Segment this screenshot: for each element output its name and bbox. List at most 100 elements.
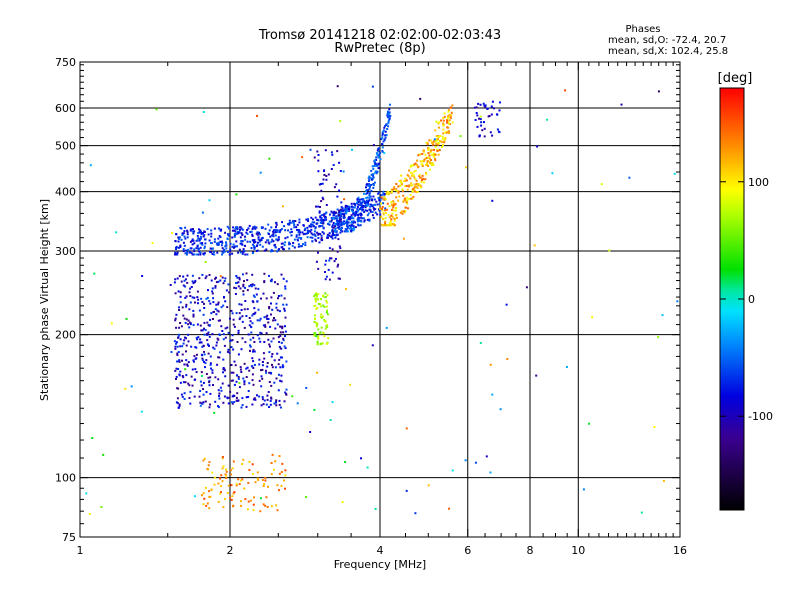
- data-point: [491, 393, 494, 396]
- data-point: [277, 236, 280, 239]
- data-point: [416, 186, 419, 189]
- data-point: [220, 244, 223, 247]
- data-point: [434, 157, 436, 160]
- data-point: [254, 241, 257, 243]
- data-point: [185, 359, 188, 362]
- data-point: [404, 206, 407, 209]
- data-point: [280, 294, 283, 297]
- data-point: [212, 346, 215, 349]
- data-point: [317, 170, 320, 173]
- data-point: [387, 121, 390, 124]
- data-point: [209, 318, 212, 321]
- data-point: [278, 455, 281, 458]
- data-point: [337, 226, 340, 229]
- data-point: [320, 326, 323, 329]
- data-point: [186, 231, 189, 234]
- data-point: [427, 147, 430, 150]
- data-point: [215, 313, 218, 316]
- data-point: [243, 380, 246, 383]
- data-point: [204, 486, 207, 489]
- data-point: [211, 290, 214, 293]
- data-point: [298, 218, 301, 221]
- data-point: [393, 186, 396, 189]
- colorbar-tick-label: -100: [748, 410, 773, 423]
- data-point: [356, 201, 358, 204]
- x-axis-ticks: 1 2 4 6 8 10 16: [77, 62, 687, 557]
- data-point: [442, 128, 445, 131]
- data-point: [332, 232, 334, 235]
- data-point: [449, 106, 452, 109]
- data-point: [232, 348, 235, 351]
- data-point: [252, 398, 255, 401]
- data-point: [247, 390, 250, 392]
- data-point: [235, 287, 238, 290]
- data-point: [448, 119, 451, 122]
- data-point: [326, 342, 329, 345]
- data-point: [199, 229, 202, 232]
- data-point: [252, 360, 255, 363]
- data-point: [275, 223, 278, 226]
- data-point: [285, 280, 288, 283]
- data-point: [250, 325, 253, 328]
- data-point: [221, 457, 224, 460]
- data-point: [360, 204, 363, 207]
- data-point: [183, 317, 186, 320]
- data-point: [309, 230, 312, 233]
- data-point: [274, 246, 277, 249]
- data-point: [258, 395, 261, 398]
- data-point: [337, 277, 340, 280]
- data-point: [476, 125, 479, 128]
- data-point: [275, 221, 278, 224]
- data-point: [340, 206, 343, 209]
- data-point: [329, 220, 332, 223]
- data-point: [314, 314, 316, 317]
- data-point: [227, 233, 230, 236]
- data-point: [391, 188, 394, 191]
- data-point: [434, 153, 437, 156]
- data-point: [230, 339, 233, 342]
- data-point: [275, 238, 278, 241]
- data-point: [414, 162, 417, 165]
- data-point: [220, 485, 222, 488]
- data-point: [249, 320, 252, 323]
- data-point: [344, 208, 347, 211]
- data-point: [243, 308, 246, 311]
- data-point: [250, 331, 253, 334]
- data-point: [140, 410, 143, 413]
- data-point: [346, 230, 349, 233]
- data-point: [175, 313, 178, 316]
- data-point: [249, 338, 252, 341]
- data-point: [474, 119, 477, 121]
- data-point: [317, 205, 320, 208]
- data-point: [242, 458, 245, 461]
- data-point: [193, 296, 196, 299]
- data-point: [244, 286, 246, 289]
- data-point: [175, 342, 177, 345]
- data-point: [254, 227, 257, 230]
- y-tick-label: 100: [55, 472, 76, 485]
- data-point: [223, 296, 225, 298]
- data-point: [340, 229, 342, 232]
- data-point: [263, 280, 266, 283]
- data-point: [442, 117, 445, 120]
- data-point: [306, 226, 309, 229]
- data-point: [354, 221, 357, 224]
- data-point: [338, 245, 341, 248]
- data-point: [276, 283, 279, 286]
- data-point: [280, 471, 283, 473]
- data-point: [259, 340, 262, 343]
- data-point: [311, 236, 314, 239]
- data-point: [278, 489, 280, 492]
- data-point: [283, 479, 285, 482]
- data-point: [349, 218, 352, 221]
- data-point: [93, 272, 96, 275]
- data-point: [251, 273, 254, 276]
- data-point: [175, 375, 178, 378]
- data-point: [370, 173, 373, 176]
- data-point: [302, 224, 305, 227]
- data-point: [428, 157, 431, 160]
- data-point: [256, 471, 259, 474]
- data-point: [429, 159, 432, 161]
- data-point: [212, 318, 214, 320]
- data-point: [393, 202, 396, 205]
